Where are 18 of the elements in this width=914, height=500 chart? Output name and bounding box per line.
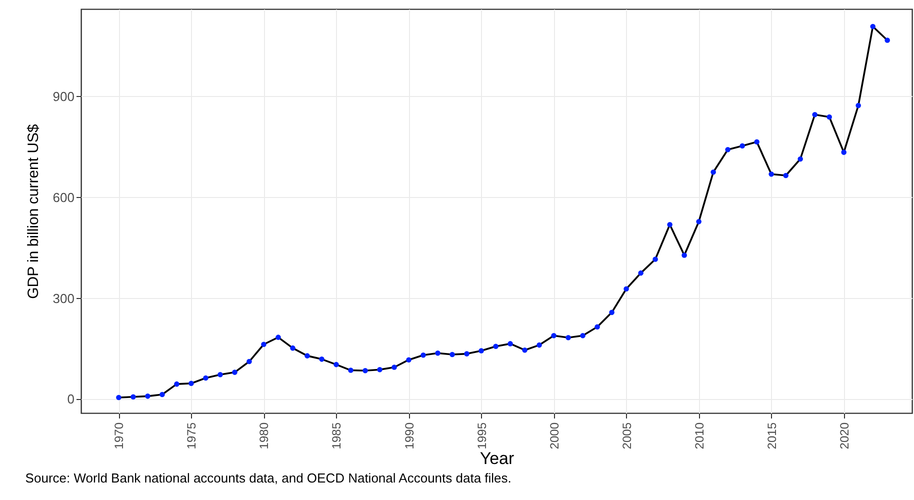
x-tick-label: 1995	[474, 422, 489, 450]
source-note: Source: World Bank national accounts data, and OECD National Accounts data files.	[25, 470, 512, 486]
y-tick-label: 900	[52, 88, 74, 104]
x-tick-label: 2010	[692, 422, 706, 450]
x-tick-label: 1985	[330, 422, 344, 450]
x-tick-label: 2020	[837, 422, 852, 450]
x-tick-label: 1980	[257, 422, 272, 450]
x-tick-label: 2005	[620, 422, 634, 450]
y-tick-label: 0	[67, 392, 74, 407]
x-tick-label: 1990	[402, 422, 416, 450]
x-tick-label: 2015	[764, 422, 779, 450]
x-axis-title: Year	[480, 449, 515, 468]
y-axis-title: GDP in billion current US$	[24, 123, 42, 299]
y-tick-label: 600	[52, 190, 74, 205]
y-tick-label: 300	[52, 290, 74, 306]
x-tick-label: 1970	[112, 422, 126, 450]
x-tick-label: 1975	[184, 422, 199, 450]
x-tick-label: 2000	[547, 422, 562, 450]
